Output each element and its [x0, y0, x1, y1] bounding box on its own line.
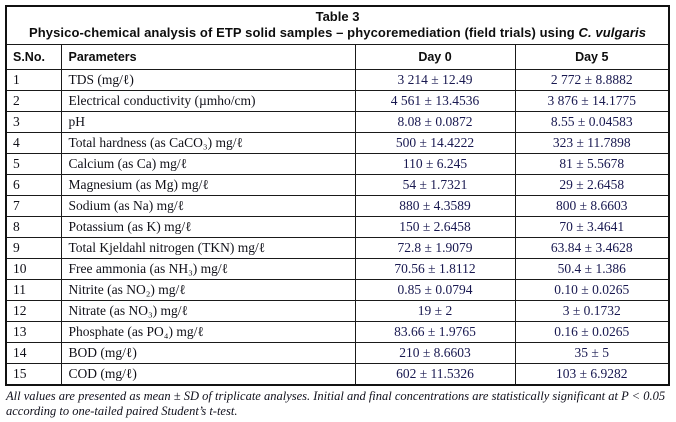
cell-parameter-name: Free ammonia (as NH₃) mg/ℓ	[60, 258, 356, 280]
table-row: 6 Magnesium (as Mg) mg/ℓ 54 ± 1.7321 29 …	[5, 174, 670, 196]
column-header-sno: S.No.	[5, 44, 62, 70]
table-row: 2 Electrical conductivity (µmho/cm) 4 56…	[5, 90, 670, 112]
cell-day5-value: 0.16 ± 0.0265	[514, 321, 670, 343]
cell-parameter-name: Calcium (as Ca) mg/ℓ	[60, 153, 356, 175]
cell-day0-value: 4 561 ± 13.4536	[354, 90, 516, 112]
cell-serial-number: 4	[5, 132, 62, 154]
table-row: 13 Phosphate (as PO₄) mg/ℓ 83.66 ± 1.976…	[5, 321, 670, 343]
cell-parameter-name: Nitrite (as NO₂) mg/ℓ	[60, 279, 356, 301]
cell-day5-value: 800 ± 8.6603	[514, 195, 670, 217]
cell-day0-value: 880 ± 4.3589	[354, 195, 516, 217]
cell-serial-number: 2	[5, 90, 62, 112]
table-row: 4 Total hardness (as CaCO₃) mg/ℓ 500 ± 1…	[5, 132, 670, 154]
cell-day5-value: 2 772 ± 8.8882	[514, 69, 670, 91]
cell-day0-value: 8.08 ± 0.0872	[354, 111, 516, 133]
table-row: 14 BOD (mg/ℓ) 210 ± 8.6603 35 ± 5	[5, 342, 670, 364]
table-row: 8 Potassium (as K) mg/ℓ 150 ± 2.6458 70 …	[5, 216, 670, 238]
cell-day5-value: 35 ± 5	[514, 342, 670, 364]
cell-serial-number: 3	[5, 111, 62, 133]
cell-day0-value: 19 ± 2	[354, 300, 516, 322]
cell-day0-value: 3 214 ± 12.49	[354, 69, 516, 91]
cell-day5-value: 63.84 ± 3.4628	[514, 237, 670, 259]
cell-parameter-name: Total Kjeldahl nitrogen (TKN) mg/ℓ	[60, 237, 356, 259]
table-title-block: Table 3 Physico-chemical analysis of ETP…	[5, 5, 670, 45]
cell-day0-value: 70.56 ± 1.8112	[354, 258, 516, 280]
cell-parameter-name: Phosphate (as PO₄) mg/ℓ	[60, 321, 356, 343]
cell-serial-number: 9	[5, 237, 62, 259]
cell-parameter-name: BOD (mg/ℓ)	[60, 342, 356, 364]
species-name-italic: C. vulgaris	[578, 25, 647, 40]
cell-serial-number: 7	[5, 195, 62, 217]
cell-serial-number: 12	[5, 300, 62, 322]
column-header-row: S.No. Parameters Day 0 Day 5	[5, 44, 670, 70]
cell-serial-number: 1	[5, 69, 62, 91]
cell-parameter-name: Sodium (as Na) mg/ℓ	[60, 195, 356, 217]
cell-serial-number: 6	[5, 174, 62, 196]
table-row: 12 Nitrate (as NO₃) mg/ℓ 19 ± 2 3 ± 0.17…	[5, 300, 670, 322]
table-row: 9 Total Kjeldahl nitrogen (TKN) mg/ℓ 72.…	[5, 237, 670, 259]
table-row: 15 COD (mg/ℓ) 602 ± 11.5326 103 ± 6.9282	[5, 363, 670, 386]
cell-parameter-name: Magnesium (as Mg) mg/ℓ	[60, 174, 356, 196]
cell-day5-value: 103 ± 6.9282	[514, 363, 670, 386]
cell-parameter-name: pH	[60, 111, 356, 133]
table-row: 10 Free ammonia (as NH₃) mg/ℓ 70.56 ± 1.…	[5, 258, 670, 280]
cell-day0-value: 210 ± 8.6603	[354, 342, 516, 364]
title-row: Table 3 Physico-chemical analysis of ETP…	[5, 5, 670, 45]
table-row: 11 Nitrite (as NO₂) mg/ℓ 0.85 ± 0.0794 0…	[5, 279, 670, 301]
table-row: 1 TDS (mg/ℓ) 3 214 ± 12.49 2 772 ± 8.888…	[5, 69, 670, 91]
cell-day5-value: 323 ± 11.7898	[514, 132, 670, 154]
column-header-day0: Day 0	[354, 44, 516, 70]
cell-day0-value: 110 ± 6.245	[354, 153, 516, 175]
column-header-parameters: Parameters	[60, 44, 356, 70]
cell-day5-value: 29 ± 2.6458	[514, 174, 670, 196]
cell-day5-value: 81 ± 5.5678	[514, 153, 670, 175]
cell-serial-number: 10	[5, 258, 62, 280]
table-row: 7 Sodium (as Na) mg/ℓ 880 ± 4.3589 800 ±…	[5, 195, 670, 217]
cell-day0-value: 54 ± 1.7321	[354, 174, 516, 196]
cell-parameter-name: Total hardness (as CaCO₃) mg/ℓ	[60, 132, 356, 154]
table-row: 5 Calcium (as Ca) mg/ℓ 110 ± 6.245 81 ± …	[5, 153, 670, 175]
cell-serial-number: 11	[5, 279, 62, 301]
cell-day0-value: 0.85 ± 0.0794	[354, 279, 516, 301]
physico-chemical-analysis-table: Table 3 Physico-chemical analysis of ETP…	[5, 5, 671, 386]
table-subtitle: Physico-chemical analysis of ETP solid s…	[9, 25, 666, 41]
table-body: 1 TDS (mg/ℓ) 3 214 ± 12.49 2 772 ± 8.888…	[5, 69, 670, 386]
cell-day0-value: 72.8 ± 1.9079	[354, 237, 516, 259]
column-header-day5: Day 5	[514, 44, 670, 70]
cell-parameter-name: Electrical conductivity (µmho/cm)	[60, 90, 356, 112]
cell-serial-number: 15	[5, 363, 62, 386]
cell-day5-value: 8.55 ± 0.04583	[514, 111, 670, 133]
cell-day0-value: 83.66 ± 1.9765	[354, 321, 516, 343]
cell-day5-value: 3 ± 0.1732	[514, 300, 670, 322]
cell-parameter-name: TDS (mg/ℓ)	[60, 69, 356, 91]
table-subtitle-text: Physico-chemical analysis of ETP solid s…	[28, 25, 579, 40]
cell-day0-value: 500 ± 14.4222	[354, 132, 516, 154]
table-footnote: All values are presented as mean ± SD of…	[6, 389, 666, 418]
cell-serial-number: 5	[5, 153, 62, 175]
cell-serial-number: 8	[5, 216, 62, 238]
cell-serial-number: 13	[5, 321, 62, 343]
cell-day0-value: 602 ± 11.5326	[354, 363, 516, 386]
cell-day5-value: 70 ± 3.4641	[514, 216, 670, 238]
table-number-title: Table 3	[315, 9, 360, 24]
cell-day5-value: 50.4 ± 1.386	[514, 258, 670, 280]
table-row: 3 pH 8.08 ± 0.0872 8.55 ± 0.04583	[5, 111, 670, 133]
cell-parameter-name: COD (mg/ℓ)	[60, 363, 356, 386]
cell-parameter-name: Potassium (as K) mg/ℓ	[60, 216, 356, 238]
cell-day5-value: 3 876 ± 14.1775	[514, 90, 670, 112]
cell-day5-value: 0.10 ± 0.0265	[514, 279, 670, 301]
cell-parameter-name: Nitrate (as NO₃) mg/ℓ	[60, 300, 356, 322]
cell-day0-value: 150 ± 2.6458	[354, 216, 516, 238]
cell-serial-number: 14	[5, 342, 62, 364]
